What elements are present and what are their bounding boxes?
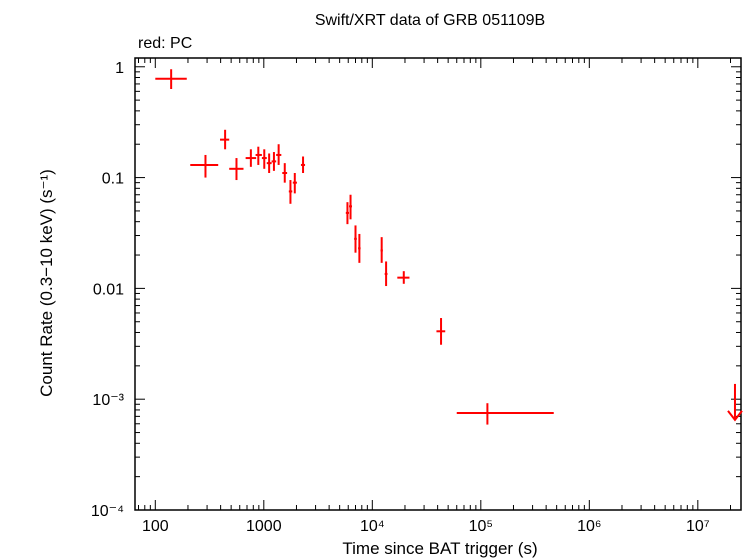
data-point xyxy=(436,318,446,345)
data-point xyxy=(220,129,230,150)
data-point xyxy=(271,152,277,171)
data-point xyxy=(397,271,410,284)
y-tick-label: 10⁻³ xyxy=(92,392,124,409)
upper-limit-arrow xyxy=(727,383,743,422)
y-tick-label: 10⁻⁴ xyxy=(91,503,124,520)
tick-labels: 100 1000 10⁴ 10⁵ 10⁶ 10⁷ 1 0.1 0.01 10⁻³ 10⁻⁴ xyxy=(91,60,710,535)
x-tick-label: 1000 xyxy=(246,518,282,535)
data-point xyxy=(276,144,282,165)
data-point xyxy=(456,403,554,425)
data-points xyxy=(155,69,743,425)
chart-title: Swift/XRT data of GRB 051109B xyxy=(315,12,545,29)
data-point xyxy=(349,194,353,220)
x-axis-label: Time since BAT trigger (s) xyxy=(342,539,537,558)
data-point xyxy=(288,180,293,204)
y-axis-label: Count Rate (0.3−10 keV) (s⁻¹) xyxy=(37,169,56,397)
data-point xyxy=(345,202,350,225)
axis-ticks xyxy=(135,58,741,511)
data-point xyxy=(190,154,219,178)
x-tick-label: 100 xyxy=(142,518,169,535)
x-tick-label: 10⁵ xyxy=(469,518,493,535)
plot-frame xyxy=(134,57,742,511)
data-point xyxy=(261,149,267,169)
data-point xyxy=(354,225,357,253)
legend-label: red: PC xyxy=(138,35,192,52)
x-tick-label: 10⁷ xyxy=(686,518,710,535)
y-tick-label: 0.1 xyxy=(102,171,124,188)
data-point xyxy=(380,237,383,263)
data-point xyxy=(155,69,187,90)
data-point xyxy=(384,261,388,287)
y-tick-label: 1 xyxy=(115,60,124,77)
data-point xyxy=(245,149,257,167)
data-point xyxy=(358,233,361,263)
data-point xyxy=(292,172,297,194)
arrow-head xyxy=(727,410,743,422)
x-tick-label: 10⁶ xyxy=(577,518,601,535)
x-tick-label: 10⁴ xyxy=(360,518,385,535)
data-point xyxy=(300,156,306,173)
y-tick-label: 0.01 xyxy=(93,281,124,298)
data-point xyxy=(282,163,288,183)
data-point xyxy=(266,153,272,173)
data-point xyxy=(255,146,262,165)
data-point xyxy=(229,158,244,181)
